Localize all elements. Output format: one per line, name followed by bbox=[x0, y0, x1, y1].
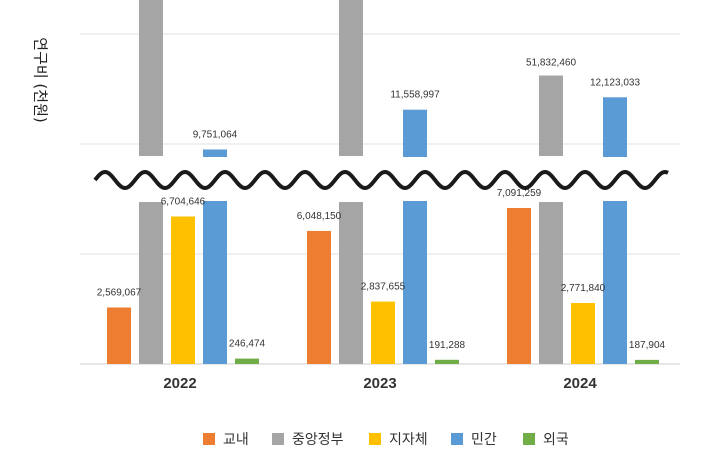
legend-swatch bbox=[523, 433, 535, 445]
bar bbox=[107, 307, 131, 364]
x-axis-ticks: 2022 2023 2024 bbox=[163, 375, 597, 392]
legend-swatch bbox=[272, 433, 284, 445]
bar bbox=[435, 359, 459, 364]
bar bbox=[235, 358, 259, 364]
bar-lower-segment bbox=[339, 202, 363, 364]
x-tick-label: 2023 bbox=[363, 375, 396, 392]
bar bbox=[603, 97, 627, 364]
data-label: 191,288 bbox=[429, 340, 466, 351]
bar-lower-segment bbox=[139, 202, 163, 364]
y-axis-label: 연구비 (천원) bbox=[32, 37, 50, 122]
data-labels-group: 2,569,06760,212,4386,704,6469,751,064246… bbox=[97, 58, 666, 351]
bar bbox=[171, 216, 195, 364]
data-label: 187,904 bbox=[629, 340, 666, 351]
data-label: 2,771,840 bbox=[561, 283, 606, 294]
legend-label: 외국 bbox=[543, 432, 569, 448]
x-tick-label: 2024 bbox=[563, 375, 597, 392]
data-label: 9,751,064 bbox=[193, 129, 238, 140]
bar bbox=[571, 303, 595, 364]
bar-lower-segment bbox=[539, 202, 563, 364]
x-tick-label: 2022 bbox=[163, 375, 196, 392]
bar bbox=[307, 230, 331, 364]
legend-swatch bbox=[203, 433, 215, 445]
data-label: 2,837,655 bbox=[361, 282, 406, 293]
axis-break-wave bbox=[93, 169, 669, 191]
legend-swatch bbox=[369, 433, 381, 445]
legend-swatch bbox=[451, 433, 463, 445]
legend-label: 중앙정부 bbox=[292, 432, 344, 448]
legend-label: 교내 bbox=[223, 432, 249, 448]
bar bbox=[403, 109, 427, 365]
data-label: 51,832,460 bbox=[526, 58, 576, 69]
legend-label: 지자체 bbox=[389, 432, 428, 448]
data-label: 12,123,033 bbox=[590, 77, 640, 88]
data-label: 2,569,067 bbox=[97, 287, 142, 298]
data-label: 11,558,997 bbox=[390, 90, 440, 101]
data-label: 6,048,150 bbox=[297, 211, 342, 222]
bar bbox=[371, 301, 395, 364]
data-label: 246,474 bbox=[229, 339, 266, 350]
bars-group bbox=[60, 0, 700, 365]
legend-label: 민간 bbox=[471, 432, 497, 448]
bar-upper-segment bbox=[539, 75, 563, 156]
bar-upper-segment bbox=[339, 0, 363, 156]
data-label: 6,704,646 bbox=[161, 196, 206, 207]
bar bbox=[635, 359, 659, 364]
bar-upper-segment bbox=[139, 0, 163, 157]
legend: 교내 중앙정부 지자체 민간 외국 bbox=[203, 432, 569, 448]
bar bbox=[507, 207, 531, 364]
data-label: 7,091,259 bbox=[497, 188, 542, 199]
